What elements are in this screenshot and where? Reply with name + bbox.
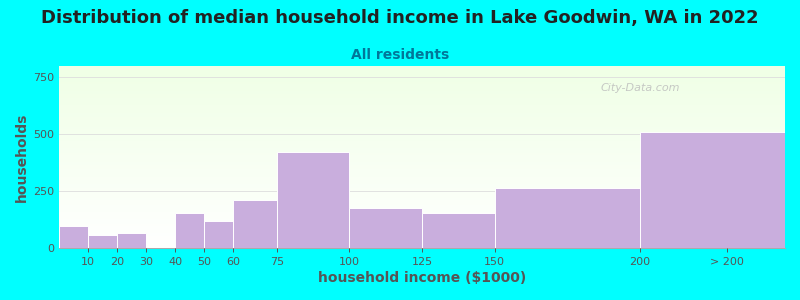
Bar [277, 152, 350, 248]
Y-axis label: households: households [15, 112, 29, 202]
Bar [422, 213, 494, 248]
Text: All residents: All residents [351, 48, 449, 62]
Bar [175, 213, 204, 248]
Bar [118, 233, 146, 248]
Bar [234, 200, 277, 248]
Bar [204, 220, 234, 248]
Bar [146, 247, 175, 248]
Bar [59, 226, 88, 248]
Text: City-Data.com: City-Data.com [600, 83, 679, 93]
Bar [88, 235, 118, 248]
Bar [350, 208, 422, 248]
X-axis label: household income ($1000): household income ($1000) [318, 271, 526, 285]
Bar [640, 132, 785, 248]
Bar [494, 188, 640, 248]
Text: Distribution of median household income in Lake Goodwin, WA in 2022: Distribution of median household income … [41, 9, 759, 27]
